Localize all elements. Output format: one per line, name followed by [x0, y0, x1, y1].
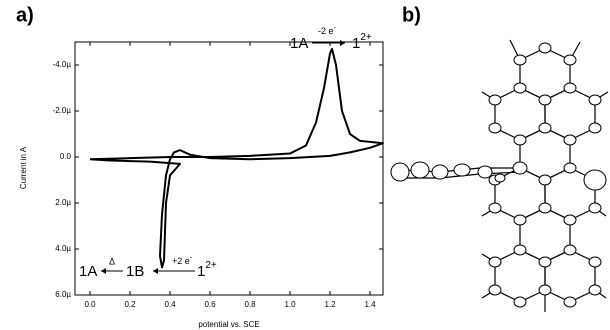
x-tick-label: 0.8: [244, 300, 256, 309]
annotation: 1A: [290, 35, 308, 52]
annotation-text: +2 e: [172, 256, 190, 266]
annotation: Δ: [109, 256, 115, 266]
x-tick-label: 0.4: [164, 300, 176, 309]
annotation-text: 1: [197, 263, 205, 280]
annotation-sup: -: [334, 25, 337, 32]
cv-curve: [90, 49, 383, 268]
arrow-head: [101, 268, 106, 274]
arrow-head: [340, 40, 345, 46]
x-tick-label: 1.2: [324, 300, 336, 309]
y-tick-label: -2.0µ: [53, 106, 72, 115]
annotation-sup: 2+: [205, 260, 217, 271]
arrow-head: [153, 268, 158, 274]
annotation-text: 1: [352, 35, 360, 52]
molecule: [391, 40, 608, 312]
x-tick-label: 0.0: [84, 300, 96, 309]
annotation: +2 e-: [172, 255, 193, 267]
y-axis-title: Current in A: [19, 146, 28, 189]
y-tick-label: -4.0µ: [53, 60, 72, 69]
y-tick-label: 6.0µ: [55, 290, 71, 299]
annotation: 12+: [197, 260, 217, 280]
annotation: 1A: [79, 263, 97, 280]
annotation-sup: -: [190, 255, 193, 262]
y-tick-label: 0.0: [60, 152, 72, 161]
panel-label: b): [402, 4, 421, 26]
annotation: 12+: [352, 32, 372, 52]
x-tick-label: 0.2: [124, 300, 136, 309]
y-tick-label: 4.0µ: [55, 244, 71, 253]
plot-frame: [75, 42, 383, 295]
x-tick-label: 1.0: [284, 300, 296, 309]
x-axis-title: potential vs. SCE: [198, 320, 259, 329]
panel-label: a): [16, 4, 34, 26]
x-tick-label: 0.6: [204, 300, 216, 309]
annotation-sup: 2+: [360, 32, 372, 43]
annotation-text: -2 e: [318, 26, 334, 36]
annotation: -2 e-: [318, 25, 337, 37]
x-tick-label: 1.4: [364, 300, 376, 309]
y-tick-label: 2.0µ: [55, 198, 71, 207]
figure: a) b) Current in A potential vs. SCE: [0, 0, 610, 330]
annotation: 1B: [126, 263, 144, 280]
